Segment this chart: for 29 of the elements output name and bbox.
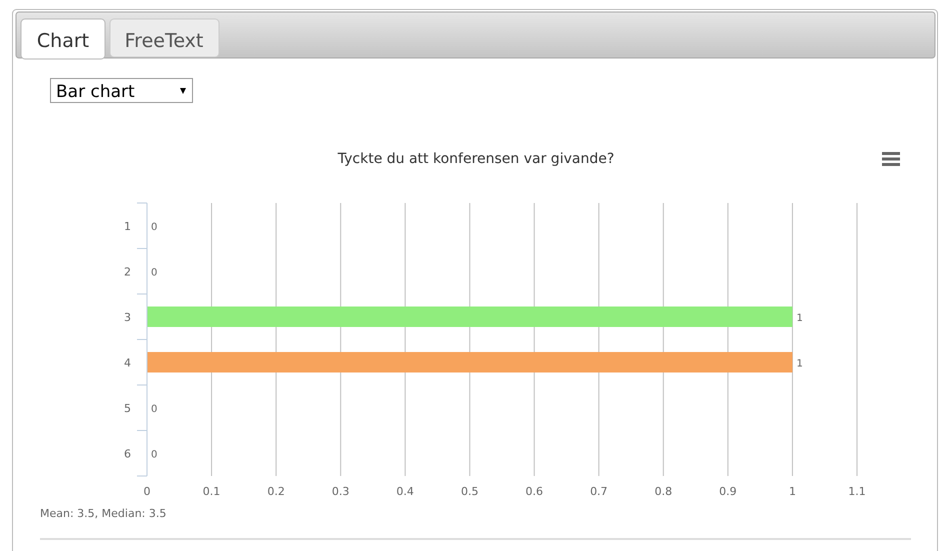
- x-tick-label: 0.5: [460, 485, 478, 498]
- data-label: 1: [796, 358, 803, 370]
- data-label: 0: [151, 449, 158, 460]
- data-label: 0: [151, 222, 158, 233]
- x-tick-label: 0.6: [526, 485, 544, 498]
- data-label: 1: [796, 312, 803, 324]
- y-tick-label: 6: [124, 447, 131, 460]
- text: Chart: [36, 30, 90, 52]
- x-tick-label: 0.3: [332, 485, 350, 498]
- text: FreeText: [124, 30, 204, 52]
- x-tick-label: 0.7: [590, 485, 608, 498]
- y-tick-label: 3: [124, 310, 131, 324]
- y-tick-label: 2: [124, 265, 131, 278]
- x-tick-label: 0.2: [267, 485, 285, 498]
- x-tick-label: 0.9: [719, 485, 737, 498]
- x-tick-label: 0.4: [396, 485, 414, 498]
- x-tick-label: 1: [788, 485, 796, 498]
- x-tick-label: 0: [144, 485, 150, 498]
- data-label: 0: [151, 267, 158, 278]
- x-tick-label: 1.1: [848, 485, 866, 498]
- text: Bar chart: [56, 82, 135, 102]
- text: Mean: 3.5, Median: 3.5: [40, 507, 166, 520]
- x-tick-label: 0.1: [202, 485, 220, 498]
- y-tick-label: 5: [124, 402, 131, 415]
- y-tick-label: 4: [124, 356, 131, 370]
- chart-title: Tyckte du att konferensen var givande?: [336, 151, 614, 167]
- y-tick-label: 1: [124, 220, 131, 233]
- data-label: 0: [151, 404, 158, 415]
- x-tick-label: 0.8: [654, 485, 672, 498]
